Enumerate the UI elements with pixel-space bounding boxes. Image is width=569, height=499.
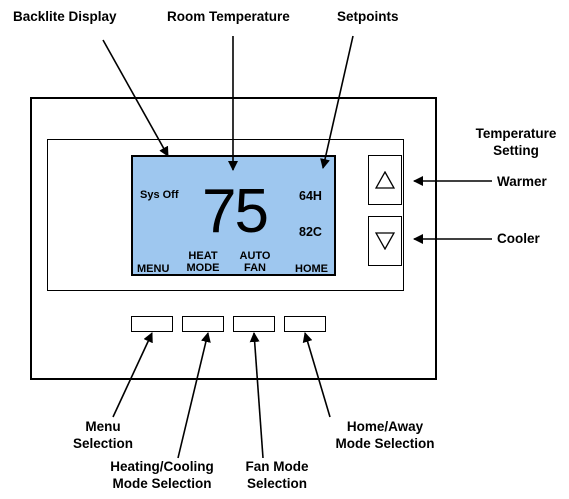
label-backlite-display: Backlite Display (13, 9, 117, 24)
arrow-fan-mode (249, 332, 264, 459)
heat-mode-softkey[interactable] (182, 316, 224, 332)
label-menu-selection: Menu Selection (63, 418, 143, 452)
menu-selection-line-1: Menu (85, 419, 121, 434)
warmer-button[interactable] (368, 155, 402, 205)
heat-mode-line-2: MODE (186, 262, 220, 274)
label-temperature-setting: Temperature Setting (466, 125, 566, 159)
fan-softkey[interactable] (233, 316, 275, 332)
fan-mode-line-2: Selection (246, 476, 308, 491)
fan-mode-line-1: Fan Mode (245, 459, 309, 474)
home-softkey[interactable] (284, 316, 326, 332)
menu-selection-line-2: Selection (72, 436, 134, 451)
arrow-menu-selection (112, 332, 153, 418)
heat-setpoint-text: 64H (299, 189, 322, 203)
home-away-line-1: Home/Away (346, 419, 424, 434)
cooler-button[interactable] (368, 216, 402, 266)
display-bezel (47, 139, 404, 291)
backlite-display: Sys Off 75 64H 82C MENU HEAT MODE AUTO F… (131, 155, 336, 276)
arrow-setpoints (320, 35, 354, 169)
softkey-label-heat-mode: HEAT MODE (185, 250, 221, 274)
menu-softkey[interactable] (131, 316, 173, 332)
home-away-line-2: Mode Selection (335, 436, 435, 451)
triangle-down-icon (375, 232, 395, 250)
heating-cooling-line-1: Heating/Cooling (110, 459, 214, 474)
label-warmer: Warmer (497, 174, 547, 189)
label-home-away-mode: Home/Away Mode Selection (320, 418, 450, 452)
softkey-label-fan: AUTO FAN (237, 250, 273, 274)
heat-mode-line-1: HEAT (188, 250, 218, 262)
label-cooler: Cooler (497, 231, 540, 246)
temperature-setting-line-2: Setting (493, 143, 539, 158)
fan-line-1: AUTO (239, 250, 271, 262)
label-room-temperature: Room Temperature (167, 9, 290, 24)
heating-cooling-line-2: Mode Selection (112, 476, 212, 491)
system-status-text: Sys Off (140, 189, 179, 201)
label-heating-cooling-mode: Heating/Cooling Mode Selection (97, 458, 227, 492)
cool-setpoint-text: 82C (299, 225, 322, 239)
triangle-up-icon (375, 171, 395, 189)
arrow-home-away (302, 332, 331, 418)
room-temperature-readout: 75 (202, 177, 269, 246)
softkey-label-home: HOME (295, 263, 328, 275)
arrow-backlite-display (102, 39, 169, 157)
softkey-label-menu: MENU (137, 263, 170, 275)
fan-line-2: FAN (244, 262, 266, 274)
temperature-setting-line-1: Temperature (475, 126, 557, 141)
label-setpoints: Setpoints (337, 9, 399, 24)
label-fan-mode: Fan Mode Selection (232, 458, 322, 492)
arrow-heating-cooling (177, 332, 211, 459)
